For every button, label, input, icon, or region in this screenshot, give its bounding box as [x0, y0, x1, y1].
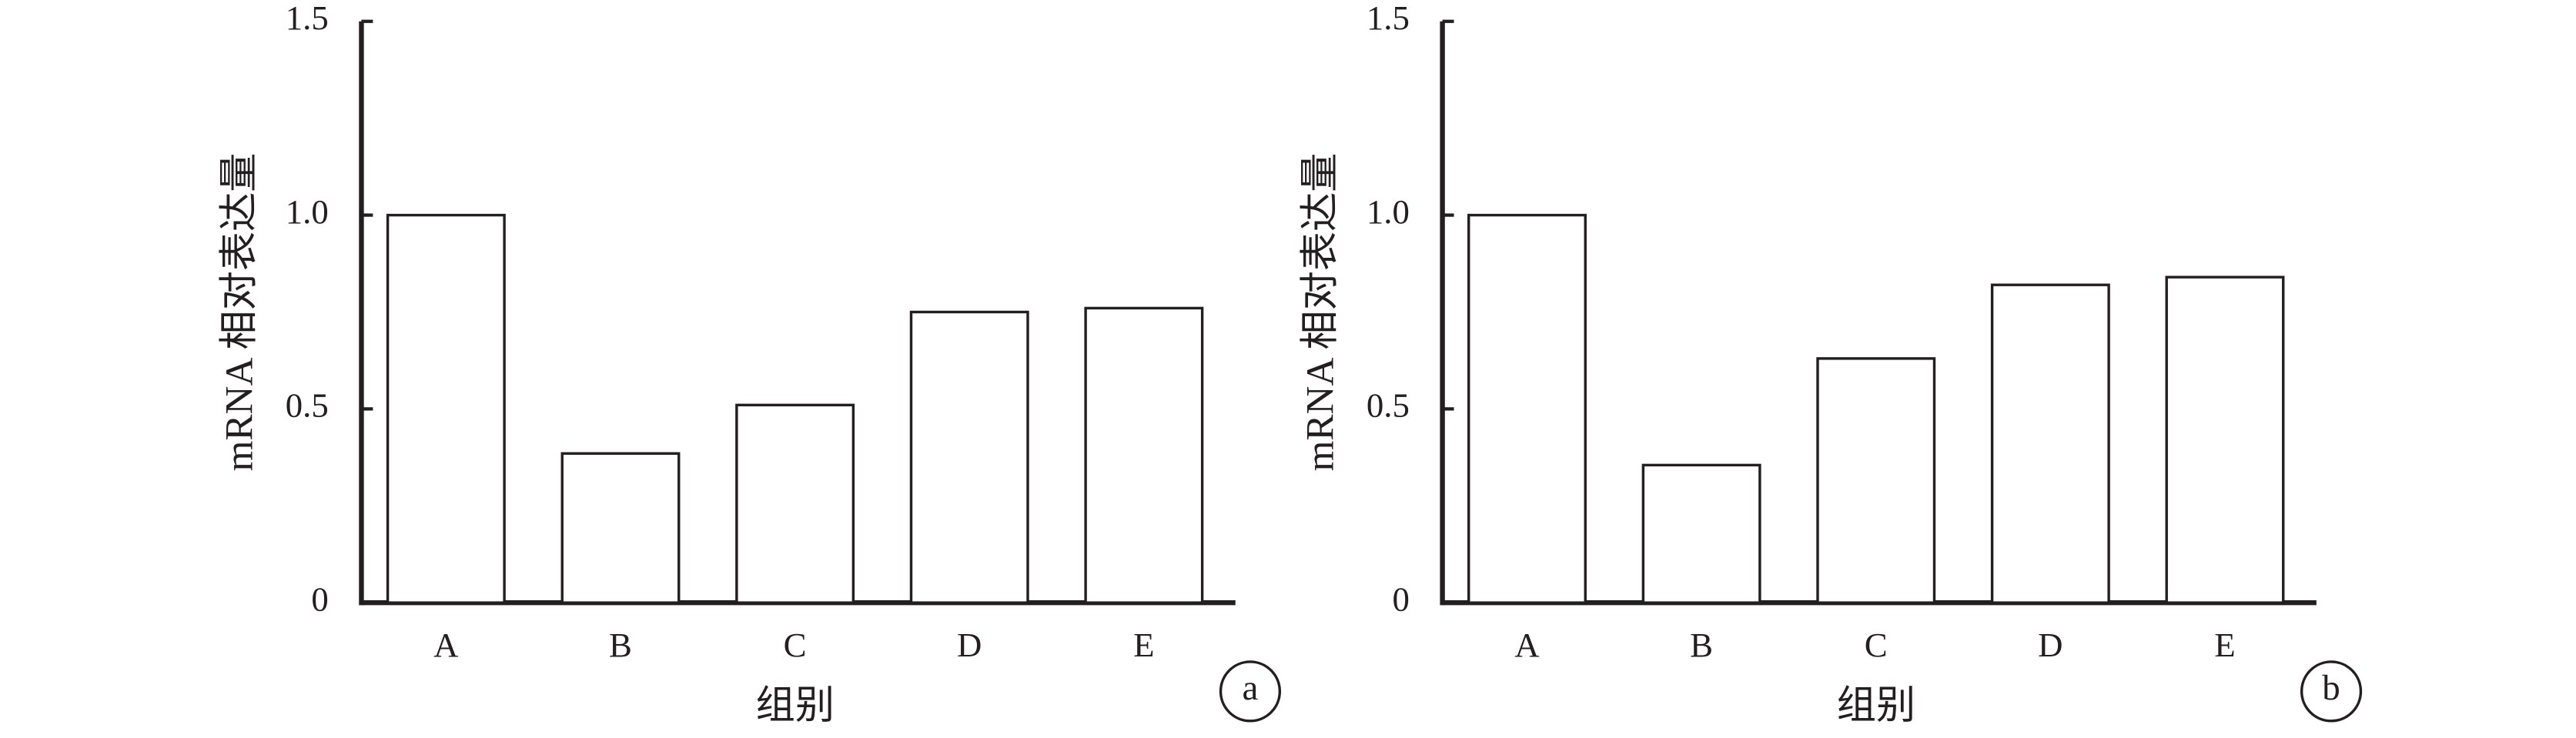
- y-axis-label: mRNA 相对表达量: [1299, 152, 1343, 471]
- bar: [1467, 213, 1587, 604]
- bar: [1816, 357, 1936, 604]
- chart-panel: 0 0.5 1.0 1.5 A B C D E 组别 mRNA 相对表达量 b: [1299, 0, 2363, 728]
- x-tick-label: D: [957, 626, 982, 664]
- x-axis-label: 组别: [1837, 684, 1915, 728]
- x-tick-label: A: [1514, 626, 1540, 664]
- x-tick-label: C: [1865, 626, 1888, 664]
- bar: [386, 213, 506, 604]
- x-tick-label: B: [1690, 626, 1713, 664]
- y-axis-label: mRNA 相对表达量: [218, 152, 262, 471]
- y-tick-label: 0: [311, 579, 328, 618]
- bar: [909, 310, 1029, 604]
- y-tick-label: 0.5: [1367, 386, 1410, 425]
- y-tick-label: 0.5: [286, 386, 329, 425]
- x-tick-label: C: [784, 626, 807, 664]
- x-tick-label: D: [2038, 626, 2062, 664]
- x-axis-label: 组别: [756, 684, 835, 728]
- x-tick-label: E: [1133, 626, 1154, 664]
- bar: [735, 403, 855, 604]
- y-tick-label: 1.5: [1367, 0, 1410, 37]
- y-tick-label: 1.5: [286, 0, 329, 37]
- y-tick-label: 1.0: [1367, 192, 1410, 231]
- panel-label: b: [2322, 668, 2340, 708]
- x-tick-label: B: [609, 626, 632, 664]
- x-tick-label: A: [433, 626, 459, 664]
- y-tick-label: 1.0: [286, 192, 329, 231]
- panel-label-circle: [2300, 660, 2363, 723]
- panel-label: a: [1242, 668, 1258, 708]
- bar: [1641, 463, 1761, 604]
- bar: [1084, 306, 1204, 604]
- bar: [560, 452, 681, 604]
- bar: [1990, 283, 2110, 604]
- panel-label-circle: [1219, 660, 1282, 723]
- chart-panel: 0 0.5 1.0 1.5 A B C D E 组别 mRNA 相对表达量 a: [218, 0, 1282, 728]
- x-tick-label: E: [2214, 626, 2235, 664]
- bar: [2165, 275, 2285, 604]
- y-tick-label: 0: [1393, 579, 1410, 618]
